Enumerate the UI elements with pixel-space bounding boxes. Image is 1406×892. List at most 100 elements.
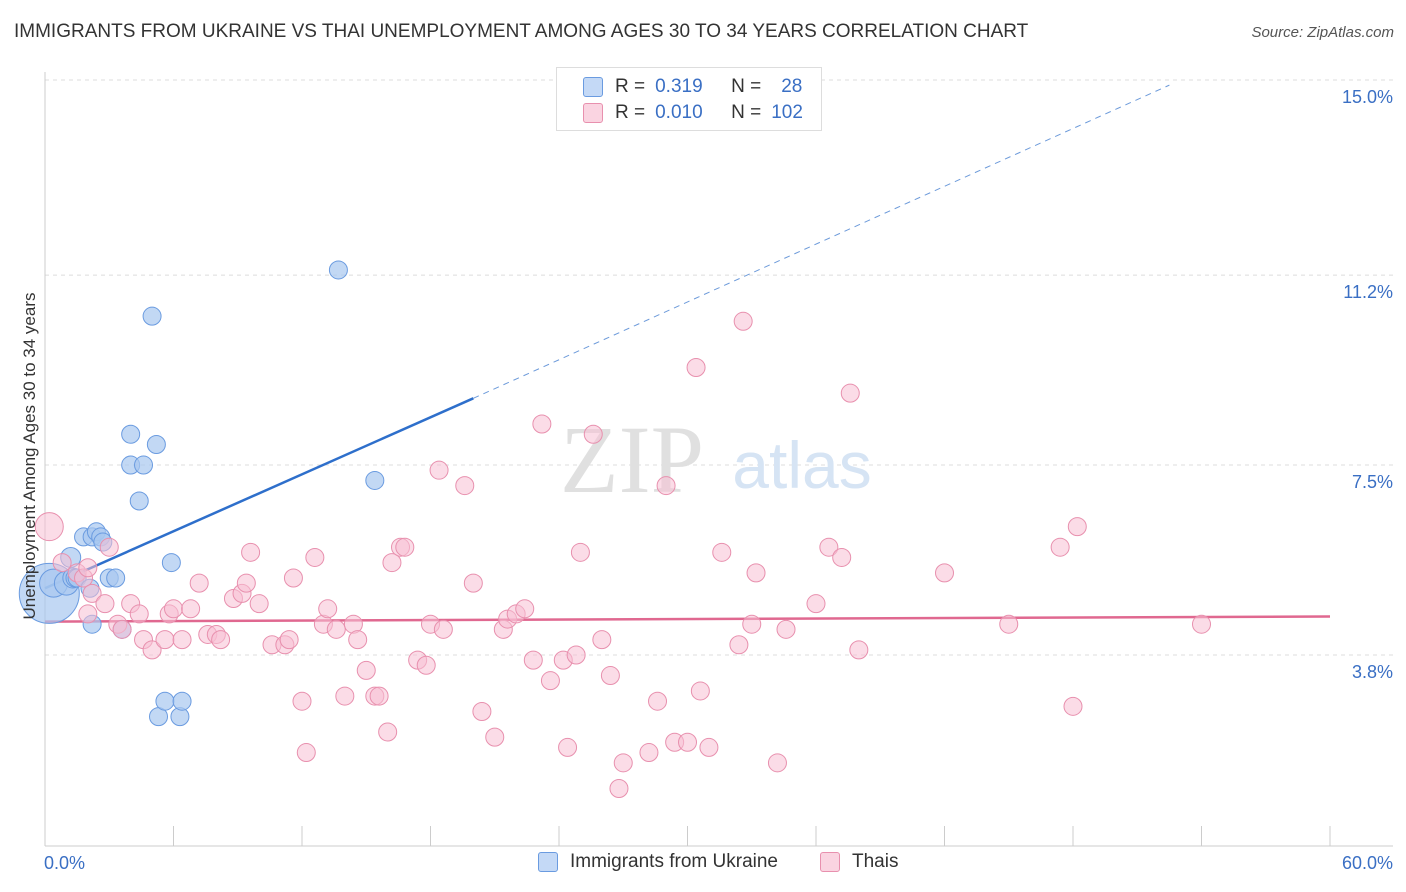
legend-row-ukraine: R = 0.319 N = 28: [583, 75, 802, 99]
point-thais: [733, 311, 753, 331]
point-thais: [78, 558, 98, 578]
x-tick-label-max: 60.0%: [1342, 853, 1393, 873]
point-thais: [532, 414, 552, 434]
point-ukraine: [328, 260, 348, 280]
point-thais: [832, 547, 852, 567]
grid-lines: [45, 79, 1393, 656]
point-thais: [678, 732, 697, 752]
watermark-atlas: atlas: [732, 428, 871, 502]
point-thais: [95, 594, 115, 614]
point-thais: [164, 599, 183, 619]
legend-n-label: N =: [731, 76, 762, 97]
point-thais: [305, 547, 325, 567]
point-thais: [712, 542, 732, 562]
trend-lines: [44, 84, 1331, 623]
point-thais: [690, 681, 710, 701]
point-thais: [935, 563, 954, 583]
point-thais: [292, 691, 312, 711]
point-thais: [609, 778, 629, 798]
source-label: Source: ZipAtlas.com: [1251, 24, 1394, 41]
point-thais: [686, 358, 706, 377]
legend-row-thais: R = 0.010 N = 102: [583, 101, 803, 125]
point-thais: [455, 476, 475, 496]
x-tick-label-min: 0.0%: [44, 853, 85, 873]
y-tick-label: 15.0%: [1342, 87, 1393, 107]
point-thais: [600, 666, 620, 686]
point-thais: [429, 460, 449, 480]
point-thais: [279, 630, 299, 650]
point-thais: [729, 635, 749, 655]
bottom-legend-swatch-thais: [820, 852, 840, 872]
point-thais: [241, 542, 261, 562]
data-points: [18, 260, 1211, 798]
point-ukraine: [155, 691, 175, 711]
point-thais: [566, 645, 586, 665]
point-ukraine: [142, 306, 162, 326]
bottom-legend-swatch-ukraine: [538, 852, 558, 872]
point-thais: [776, 619, 796, 639]
point-thais: [523, 650, 543, 670]
watermark-zip: ZIP: [560, 406, 704, 513]
point-thais: [369, 686, 389, 706]
legend-swatch-ukraine: [583, 77, 603, 97]
watermark: ZIP atlas: [560, 406, 872, 513]
point-thais: [1063, 696, 1083, 716]
point-thais: [249, 594, 269, 614]
point-thais: [472, 701, 492, 721]
legend-r-label: R =: [615, 102, 646, 123]
legend-r-label: R =: [615, 76, 646, 97]
bottom-legend-label-thais: Thais: [852, 851, 899, 872]
point-thais: [840, 383, 860, 403]
point-ukraine: [172, 691, 192, 711]
point-thais: [142, 640, 162, 660]
y-tick-label: 7.5%: [1352, 472, 1393, 492]
point-ukraine: [365, 470, 385, 490]
point-thais: [189, 573, 209, 593]
point-thais: [699, 737, 719, 757]
bottom-legend-label-ukraine: Immigrants from Ukraine: [570, 851, 778, 872]
point-thais: [82, 583, 102, 603]
point-thais: [485, 727, 505, 747]
point-thais: [129, 604, 149, 624]
point-thais: [78, 604, 98, 624]
point-thais: [99, 537, 119, 557]
legend-r-value: 0.319: [655, 76, 703, 97]
point-thais: [583, 424, 603, 444]
trend-line-ukraine: [44, 397, 474, 590]
point-thais: [378, 722, 398, 742]
point-thais: [592, 630, 612, 650]
point-thais: [819, 537, 839, 557]
point-thais: [382, 553, 402, 573]
legend-r-value: 0.010: [655, 102, 703, 123]
point-thais: [326, 619, 346, 639]
legend-n-label: N =: [731, 102, 762, 123]
point-thais: [558, 737, 578, 757]
trend-line-thais: [44, 615, 1331, 623]
point-thais: [296, 743, 316, 763]
point-thais: [395, 537, 415, 557]
point-thais: [356, 660, 376, 680]
point-thais: [181, 599, 201, 619]
point-ukraine: [134, 455, 154, 475]
point-thais: [335, 686, 355, 706]
point-thais: [1067, 517, 1087, 537]
point-thais: [515, 599, 535, 619]
point-thais: [112, 619, 132, 639]
point-thais: [463, 573, 483, 593]
point-ukraine: [161, 553, 181, 573]
y-tick-label: 11.2%: [1343, 282, 1393, 302]
point-thais: [806, 594, 826, 614]
point-ukraine: [106, 568, 126, 588]
point-thais: [570, 542, 590, 562]
point-ukraine: [129, 491, 149, 511]
point-thais: [1192, 614, 1211, 634]
legend: R = 0.319 N = 28 R = 0.010 N = 102: [556, 67, 822, 131]
axes: 3.8% 7.5% 11.2% 15.0%: [44, 72, 1393, 847]
point-thais: [172, 630, 192, 650]
y-axis-label: Unemployment Among Ages 30 to 34 years: [20, 293, 39, 620]
point-thais: [648, 691, 668, 711]
point-thais: [746, 563, 766, 583]
trend-line-extension-ukraine: [473, 84, 1170, 399]
point-thais: [639, 743, 659, 763]
point-thais: [52, 553, 72, 573]
